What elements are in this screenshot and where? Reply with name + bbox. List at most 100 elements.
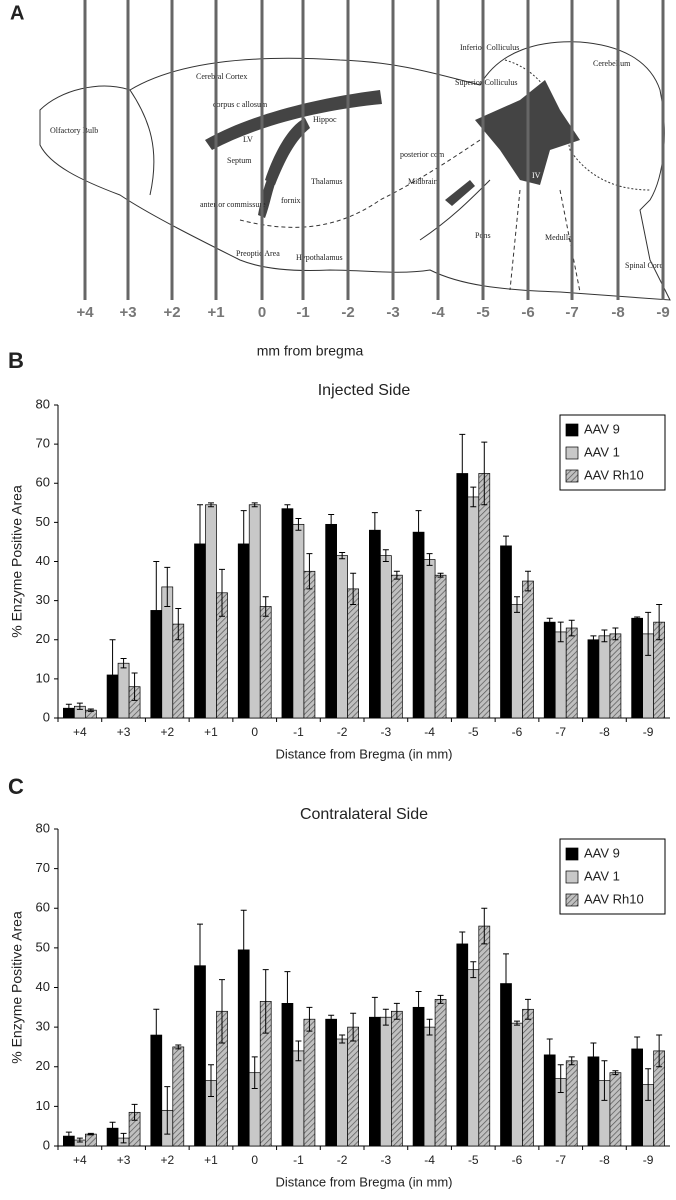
bar xyxy=(511,1022,523,1147)
region-label: Spinal Cord xyxy=(625,261,663,270)
bar xyxy=(467,496,480,719)
error-bar xyxy=(164,566,171,607)
bar xyxy=(423,559,436,719)
error-bar xyxy=(601,1060,608,1101)
section-label: +2 xyxy=(163,304,180,321)
error-bar xyxy=(525,998,531,1020)
x-tick-label: +2 xyxy=(160,1153,174,1167)
error-bar xyxy=(328,514,335,535)
region-label: Medulla xyxy=(545,233,572,242)
region-label: Thalamus xyxy=(311,177,343,186)
error-bar xyxy=(503,953,509,1014)
bar xyxy=(391,1010,403,1147)
legend-swatch xyxy=(565,893,579,907)
error-bar xyxy=(393,570,400,580)
region-labels: Olfactory Bulb Cerebral Cortex corpus c … xyxy=(50,43,663,270)
x-tick-label: -3 xyxy=(381,725,392,739)
y-axis-label: % Enzyme Positive Area xyxy=(9,485,25,638)
error-bar xyxy=(371,996,378,1038)
x-tick-label: -7 xyxy=(555,725,566,739)
section-label: -2 xyxy=(341,304,354,321)
section-label: -1 xyxy=(296,304,309,321)
bar xyxy=(380,1016,392,1147)
y-tick-label: 0 xyxy=(43,709,50,724)
y-tick-label: 30 xyxy=(36,1019,50,1034)
x-tick-label: -9 xyxy=(643,725,654,739)
bar xyxy=(609,1072,622,1147)
bar xyxy=(456,943,469,1147)
bar xyxy=(303,570,316,719)
error-bar xyxy=(120,658,127,669)
region-label: Hippoc xyxy=(313,115,337,124)
region-label: fornix xyxy=(281,196,301,205)
error-bar xyxy=(219,568,225,617)
error-bar xyxy=(514,596,520,613)
error-bar xyxy=(197,923,203,1008)
legend-swatch xyxy=(565,870,579,884)
region-label: LV xyxy=(243,135,253,144)
y-tick-label: 30 xyxy=(36,592,50,607)
legend-label: AAV Rh10 xyxy=(584,891,644,906)
x-tick-label: -9 xyxy=(643,1153,654,1167)
error-bar xyxy=(65,1131,72,1141)
panel-label: C xyxy=(8,774,24,799)
error-bar xyxy=(415,990,422,1024)
x-tick-label: -7 xyxy=(555,1153,566,1167)
region-label: Olfactory Bulb xyxy=(50,126,98,135)
region-label: posterior com xyxy=(400,150,445,159)
error-bar xyxy=(87,1132,94,1136)
error-bar xyxy=(306,553,313,590)
legend-label: AAV 1 xyxy=(584,868,620,883)
error-bar xyxy=(634,616,641,620)
error-bar xyxy=(197,504,203,584)
y-tick-label: 70 xyxy=(36,860,50,875)
error-bar xyxy=(437,994,444,1004)
y-tick-label: 10 xyxy=(36,670,50,685)
y-tick-label: 20 xyxy=(36,1058,50,1073)
legend-label: AAV 1 xyxy=(584,444,620,459)
x-tick-label: -6 xyxy=(512,725,523,739)
error-bar xyxy=(76,1137,83,1143)
x-tick-label: -5 xyxy=(468,725,479,739)
error-bar xyxy=(240,909,247,990)
error-bar xyxy=(481,441,488,506)
region-label: Inferior Colliculus xyxy=(460,43,519,52)
error-bar xyxy=(557,621,564,643)
error-bar xyxy=(295,517,302,531)
error-bar xyxy=(426,1018,433,1036)
error-bar xyxy=(350,1012,357,1042)
x-tick-label: +3 xyxy=(117,725,131,739)
x-tick-label: -6 xyxy=(512,1153,523,1167)
y-tick-label: 60 xyxy=(36,475,50,490)
error-bar xyxy=(219,979,225,1044)
error-bar xyxy=(76,702,83,710)
error-bar xyxy=(612,627,619,641)
y-tick-label: 40 xyxy=(36,553,50,568)
error-bar xyxy=(328,1014,335,1024)
bar xyxy=(522,1008,534,1147)
x-tick-label: -5 xyxy=(468,1153,479,1167)
bar xyxy=(325,523,337,719)
error-bar xyxy=(656,1034,663,1068)
bar xyxy=(423,1026,436,1147)
section-label: -6 xyxy=(521,304,534,321)
x-tick-label: -8 xyxy=(599,725,610,739)
error-bar xyxy=(208,502,214,508)
error-bar xyxy=(382,549,389,562)
bar xyxy=(303,1018,316,1147)
error-bar xyxy=(503,535,509,557)
error-bar xyxy=(634,1036,641,1062)
error-bar xyxy=(350,572,357,606)
bar xyxy=(631,1048,643,1147)
x-tick-label: -4 xyxy=(424,1153,435,1167)
error-bar xyxy=(131,672,138,701)
error-bar xyxy=(470,961,477,979)
legend-swatch xyxy=(565,446,579,460)
legend-label: AAV Rh10 xyxy=(584,467,644,482)
bar xyxy=(391,574,403,719)
bar xyxy=(380,555,392,719)
x-axis-label: Distance from Bregma (in mm) xyxy=(276,746,453,761)
region-label: Cerebellum xyxy=(593,59,631,68)
bar xyxy=(434,574,447,719)
